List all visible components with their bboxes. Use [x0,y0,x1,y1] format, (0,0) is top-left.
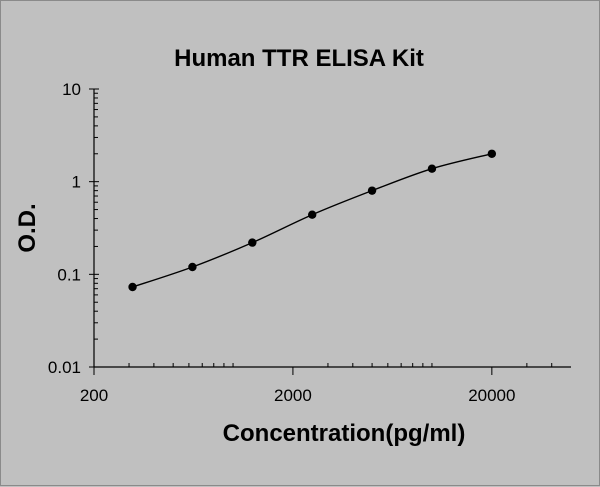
series [128,149,497,292]
fit-curve [132,153,493,288]
axes [93,89,571,368]
data-point [248,238,257,247]
y-tick-label: 10 [62,80,81,99]
data-point [367,186,377,195]
y-tick-label: 0.1 [57,265,81,284]
data-point [307,210,317,219]
x-axis-title: Concentration(pg/ml) [223,420,466,447]
y-axis-title: O.D. [14,203,41,252]
x-tick-label: 200 [80,386,108,405]
ticks [89,88,553,375]
x-tick-label: 2000 [274,386,312,405]
x-tick-label: 20000 [468,386,515,405]
data-point [128,282,137,292]
data-point [427,164,437,173]
tick-labels: 0.01 0.1 1 10 200 2000 20000 [48,80,516,405]
y-tick-label: 1 [72,173,81,192]
data-point [487,149,497,158]
data-point [188,262,197,272]
chart-title: Human TTR ELISA Kit [174,45,424,72]
y-tick-label: 0.01 [48,358,81,377]
